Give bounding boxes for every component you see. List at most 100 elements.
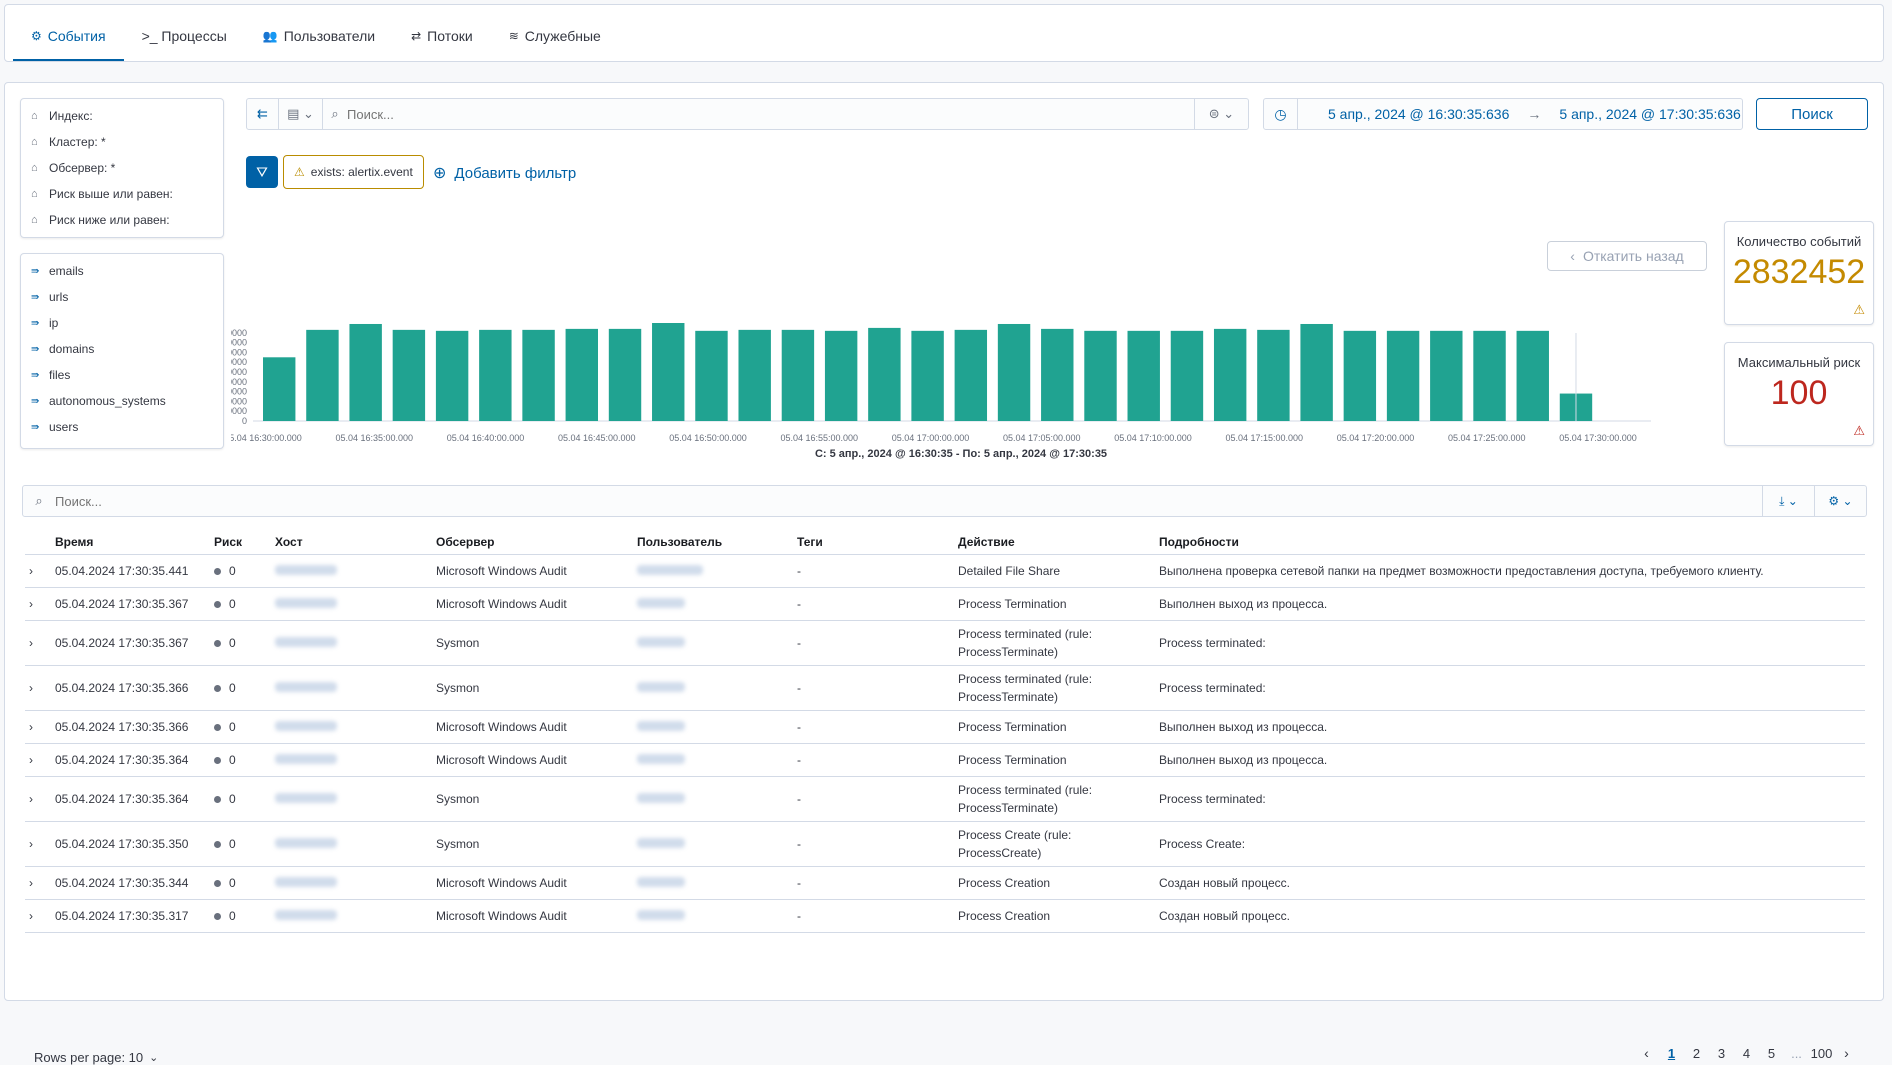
table-row[interactable]: › 05.04.2024 17:30:35.344 0 Microsoft Windo… [25, 866, 1865, 900]
filter-risk-max[interactable]: ⌂ Риск ниже или равен: [21, 207, 223, 233]
filter-observer[interactable]: ⌂ Обсервер: * [21, 155, 223, 181]
cell-details[interactable]: Process terminated: [1155, 776, 1865, 822]
table-search-input[interactable] [55, 493, 1762, 509]
cell-host[interactable] [271, 554, 432, 588]
table-row[interactable]: › 05.04.2024 17:30:35.441 0 Microsoft Windo… [25, 554, 1865, 588]
field-users[interactable]: ⇛ users [21, 414, 223, 440]
cell-details[interactable]: Process terminated: [1155, 620, 1865, 666]
cell-details[interactable]: Создан новый процесс. [1155, 866, 1865, 900]
date-from[interactable]: 5 апр., 2024 @ 16:30:35:636 [1328, 106, 1510, 122]
cell-host[interactable] [271, 821, 432, 867]
cell-host[interactable] [271, 743, 432, 777]
page-button[interactable]: 4 [1742, 1045, 1751, 1061]
cell-user[interactable] [633, 587, 793, 621]
rows-per-page[interactable]: Rows per page: 10 ⌄ [34, 1050, 158, 1065]
table-row[interactable]: › 05.04.2024 17:30:35.364 0 Sysmon - Process … [25, 776, 1865, 822]
expand-row-icon[interactable]: › [25, 587, 51, 621]
expand-row-icon[interactable]: › [25, 866, 51, 900]
header-user[interactable]: Пользователь [633, 530, 793, 555]
header-details[interactable]: Подробности [1155, 530, 1865, 555]
page-button[interactable]: 5 [1767, 1045, 1776, 1061]
page-button[interactable]: 2 [1692, 1045, 1701, 1061]
header-time[interactable]: Время [51, 530, 210, 555]
expand-row-icon[interactable]: › [25, 710, 51, 744]
saved-query-icon[interactable]: ▤ ⌄ [279, 99, 323, 129]
cell-user[interactable] [633, 776, 793, 822]
cell-user[interactable] [633, 866, 793, 900]
field-autonomous-systems[interactable]: ⇛ autonomous_systems [21, 388, 223, 414]
cell-host[interactable] [271, 587, 432, 621]
cell-host[interactable] [271, 665, 432, 711]
cell-details[interactable]: Выполнен выход из процесса. [1155, 743, 1865, 777]
field-emails[interactable]: ⇛ emails [21, 258, 223, 284]
field-domains[interactable]: ⇛ domains [21, 336, 223, 362]
columns-settings-icon[interactable]: ⚙ ⌄ [1814, 486, 1866, 516]
search-input[interactable] [347, 106, 1194, 122]
search-button[interactable]: Поиск [1756, 98, 1868, 130]
filter-cluster[interactable]: ⌂ Кластер: * [21, 129, 223, 155]
filter-menu-icon[interactable]: ⛛ [246, 156, 278, 188]
cell-details[interactable]: Process terminated: [1155, 665, 1865, 711]
cell-host[interactable] [271, 776, 432, 822]
chevron-right-icon[interactable]: › [1844, 1045, 1849, 1061]
table-row[interactable]: › 05.04.2024 17:30:35.350 0 Sysmon - Process … [25, 821, 1865, 867]
add-filter-button[interactable]: ⊕ Добавить фильтр [433, 163, 576, 183]
header-host[interactable]: Хост [271, 530, 432, 555]
table-row[interactable]: › 05.04.2024 17:30:35.317 0 Microsoft Windo… [25, 899, 1865, 933]
expand-row-icon[interactable]: › [25, 743, 51, 777]
expand-row-icon[interactable]: › [25, 620, 51, 666]
cell-host[interactable] [271, 899, 432, 933]
cell-details[interactable]: Выполнена проверка сетевой папки на пред… [1155, 554, 1865, 588]
cell-user[interactable] [633, 821, 793, 867]
cell-details[interactable]: Выполнен выход из процесса. [1155, 710, 1865, 744]
header-tags[interactable]: Теги [793, 530, 954, 555]
field-files[interactable]: ⇛ files [21, 362, 223, 388]
table-row[interactable]: › 05.04.2024 17:30:35.366 0 Sysmon - Process … [25, 665, 1865, 711]
tab-service[interactable]: ≋ Служебные [491, 13, 619, 61]
cell-user[interactable] [633, 710, 793, 744]
expand-row-icon[interactable]: › [25, 665, 51, 711]
clock-icon[interactable]: ◷ [1264, 99, 1298, 129]
cell-user[interactable] [633, 743, 793, 777]
header-risk[interactable]: Риск [210, 530, 271, 555]
field-urls[interactable]: ⇛ urls [21, 284, 223, 310]
tab-flows[interactable]: ⇄ Потоки [393, 13, 491, 61]
page-button[interactable]: 1 [1667, 1045, 1676, 1061]
download-icon[interactable]: ⤓ ⌄ [1762, 486, 1814, 516]
rollback-button[interactable]: ‹ Откатить назад [1547, 241, 1707, 271]
cell-host[interactable] [271, 866, 432, 900]
tab-processes[interactable]: >_ Процессы [124, 13, 245, 61]
expand-row-icon[interactable]: › [25, 899, 51, 933]
table-row[interactable]: › 05.04.2024 17:30:35.367 0 Microsoft Windo… [25, 587, 1865, 621]
table-row[interactable]: › 05.04.2024 17:30:35.364 0 Microsoft Windo… [25, 743, 1865, 777]
cell-user[interactable] [633, 899, 793, 933]
active-filter-chip[interactable]: ⚠ exists: alertix.event [283, 155, 424, 189]
cell-user[interactable] [633, 554, 793, 588]
field-ip[interactable]: ⇛ ip [21, 310, 223, 336]
cell-time: 05.04.2024 17:30:35.367 [51, 620, 210, 666]
table-row[interactable]: › 05.04.2024 17:30:35.366 0 Microsoft Windo… [25, 710, 1865, 744]
expand-row-icon[interactable]: › [25, 554, 51, 588]
filter-index[interactable]: ⌂ Индекс: [21, 103, 223, 129]
expand-row-icon[interactable]: › [25, 776, 51, 822]
table-row[interactable]: › 05.04.2024 17:30:35.367 0 Sysmon - Process … [25, 620, 1865, 666]
cell-host[interactable] [271, 620, 432, 666]
page-button[interactable]: 100 [1810, 1045, 1833, 1061]
tab-users[interactable]: 👥 Пользователи [245, 13, 393, 61]
chevron-left-icon[interactable]: ‹ [1644, 1045, 1649, 1061]
cell-details[interactable]: Создан новый процесс. [1155, 899, 1865, 933]
tab-events[interactable]: ⚙ События [13, 13, 124, 61]
cell-host[interactable] [271, 710, 432, 744]
cell-user[interactable] [633, 665, 793, 711]
collapse-menu-icon[interactable]: ⇇ [247, 99, 279, 129]
cell-details[interactable]: Process Create: [1155, 821, 1865, 867]
query-language-icon[interactable]: ⊜ ⌄ [1194, 99, 1248, 129]
date-to[interactable]: 5 апр., 2024 @ 17:30:35:636 [1559, 106, 1741, 122]
filter-risk-min[interactable]: ⌂ Риск выше или равен: [21, 181, 223, 207]
cell-details[interactable]: Выполнен выход из процесса. [1155, 587, 1865, 621]
header-observer[interactable]: Обсервер [432, 530, 633, 555]
page-button[interactable]: 3 [1717, 1045, 1726, 1061]
header-action[interactable]: Действие [954, 530, 1155, 555]
expand-row-icon[interactable]: › [25, 821, 51, 867]
cell-user[interactable] [633, 620, 793, 666]
